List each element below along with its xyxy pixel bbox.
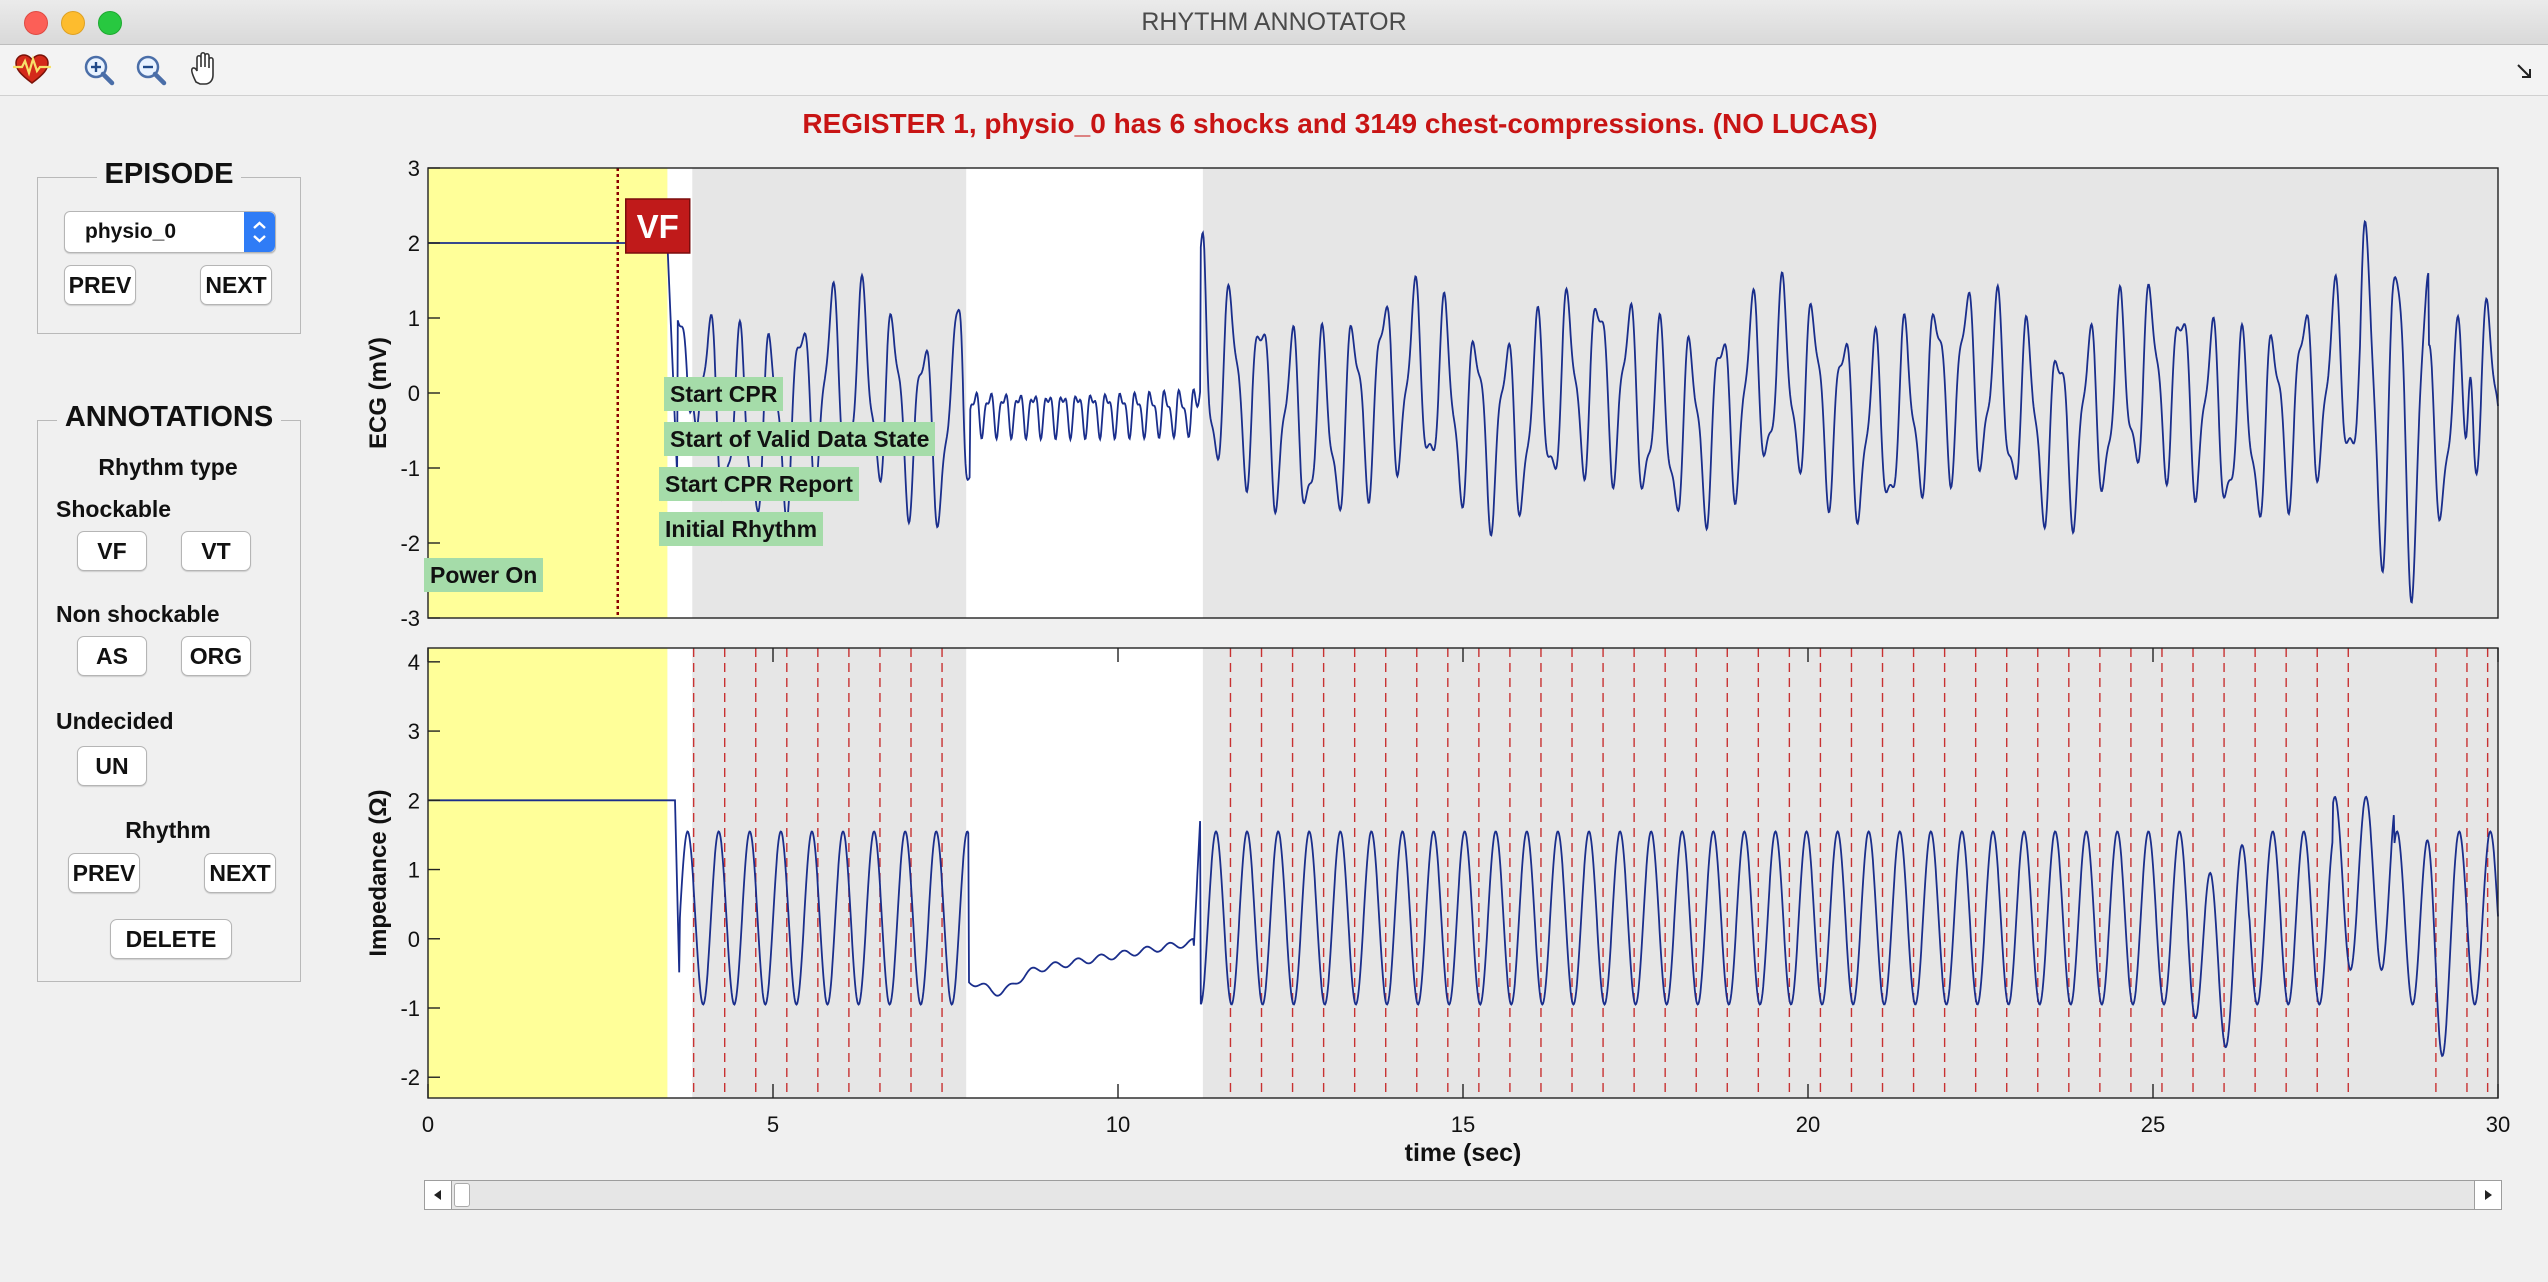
- ecg-series-line: [428, 219, 2499, 604]
- ecg-y-tick-label: 1: [408, 306, 420, 331]
- heart-ecg-icon[interactable]: [10, 45, 54, 95]
- event-label-start-cpr[interactable]: Start CPR: [664, 377, 784, 411]
- episode-panel: EPISODE: [37, 158, 301, 334]
- title-bar: RHYTHM ANNOTATOR: [0, 0, 2548, 45]
- ecg-clean-interval-1: [966, 168, 1203, 618]
- ecg-y-tick-label: -3: [400, 606, 420, 631]
- scroll-left-button[interactable]: [425, 1181, 452, 1209]
- impedance-clean-interval-0: [667, 648, 693, 1098]
- org-button[interactable]: ORG: [181, 636, 251, 676]
- vf-button[interactable]: VF: [77, 531, 147, 571]
- time-scrollbar[interactable]: [424, 1180, 2502, 1210]
- impedance-y-tick-label: -2: [400, 1065, 420, 1090]
- episode-prev-button[interactable]: PREV: [64, 265, 136, 305]
- impedance-pre-episode-region: [428, 648, 668, 1098]
- register-summary: REGISTER 1, physio_0 has 6 shocks and 31…: [802, 108, 1878, 139]
- event-label-cpr-report[interactable]: Start CPR Report: [659, 467, 859, 501]
- shockable-label: Shockable: [56, 496, 172, 522]
- episode-panel-title: EPISODE: [38, 158, 300, 191]
- x-tick-label: 25: [2141, 1112, 2165, 1137]
- vt-button[interactable]: VT: [181, 531, 251, 571]
- ecg-y-tick-label: -2: [400, 531, 420, 556]
- rhythm-next-button[interactable]: NEXT: [204, 853, 276, 893]
- episode-select[interactable]: physio_0: [64, 211, 276, 253]
- annotations-panel-title: ANNOTATIONS: [38, 401, 300, 434]
- minimize-window-button[interactable]: [61, 11, 85, 35]
- event-label-power-on[interactable]: Power On: [424, 558, 544, 592]
- impedance-y-tick-label: -1: [400, 996, 420, 1021]
- zoom-in-icon[interactable]: [77, 45, 121, 95]
- as-button[interactable]: AS: [77, 636, 147, 676]
- zoom-window-button[interactable]: [98, 11, 122, 35]
- updown-arrows-icon: [244, 212, 275, 252]
- impedance-series-line: [428, 795, 2499, 1058]
- impedance-y-tick-label: 4: [408, 650, 420, 675]
- ecg-y-tick-label: 2: [408, 231, 420, 256]
- delete-button[interactable]: DELETE: [110, 919, 232, 959]
- impedance-y-tick-label: 3: [408, 719, 420, 744]
- rhythm-marker-label: VF: [637, 208, 679, 245]
- event-label-valid-data[interactable]: Start of Valid Data State: [664, 422, 936, 456]
- x-tick-label: 0: [422, 1112, 434, 1137]
- close-window-button[interactable]: [24, 11, 48, 35]
- ecg-y-axis-label: ECG (mV): [365, 337, 392, 449]
- scroll-thumb[interactable]: [454, 1183, 470, 1207]
- zoom-out-icon[interactable]: [129, 45, 173, 95]
- un-button[interactable]: UN: [77, 746, 147, 786]
- x-tick-label: 5: [767, 1112, 779, 1137]
- toolbar: [0, 45, 2548, 96]
- episode-select-value: physio_0: [85, 220, 177, 243]
- x-tick-label: 20: [1796, 1112, 1820, 1137]
- impedance-y-axis-label: Impedance (Ω): [365, 789, 392, 956]
- event-label-initial-rhythm[interactable]: Initial Rhythm: [659, 512, 824, 546]
- impedance-clean-interval-1: [966, 648, 1203, 1098]
- ecg-y-tick-label: -1: [400, 456, 420, 481]
- rhythm-label: Rhythm: [125, 817, 211, 843]
- rhythm-marker-badge: [625, 198, 691, 254]
- impedance-y-tick-label: 0: [408, 927, 420, 952]
- x-tick-label: 30: [2486, 1112, 2510, 1137]
- x-axis-label: time (sec): [1405, 1139, 1522, 1167]
- episode-next-button[interactable]: NEXT: [200, 265, 272, 305]
- ecg-y-tick-label: 0: [408, 381, 420, 406]
- ecg-y-tick-label: 3: [408, 156, 420, 181]
- undecided-label: Undecided: [56, 708, 174, 734]
- rhythm-prev-button[interactable]: PREV: [68, 853, 140, 893]
- scroll-right-button[interactable]: [2474, 1181, 2501, 1209]
- rhythm-type-label: Rhythm type: [98, 454, 238, 480]
- pan-hand-icon[interactable]: [183, 45, 227, 95]
- impedance-y-tick-label: 1: [408, 858, 420, 883]
- window-title: RHYTHM ANNOTATOR: [1141, 8, 1407, 36]
- x-tick-label: 15: [1451, 1112, 1475, 1137]
- undock-arrow-icon[interactable]: [2510, 45, 2540, 95]
- non-shockable-label: Non shockable: [56, 601, 220, 627]
- impedance-background: [428, 648, 2498, 1098]
- x-tick-label: 10: [1106, 1112, 1130, 1137]
- impedance-y-tick-label: 2: [408, 788, 420, 813]
